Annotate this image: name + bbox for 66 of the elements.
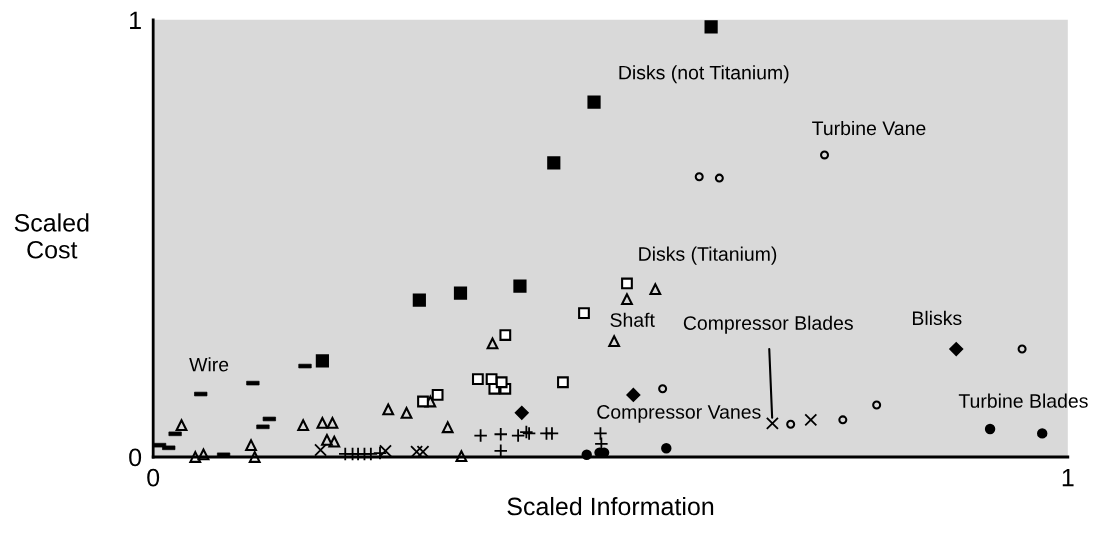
point (499, 329, 512, 341)
point (363, 446, 379, 462)
point (984, 423, 996, 435)
point (316, 416, 329, 429)
point (314, 443, 328, 457)
point (175, 419, 188, 431)
point (838, 415, 848, 425)
point (626, 387, 641, 402)
point (786, 419, 796, 429)
point (694, 172, 704, 182)
point (949, 342, 964, 356)
point (661, 443, 672, 454)
point (412, 293, 426, 307)
point (872, 400, 882, 410)
annotation: Disks (Titanium) (639, 246, 777, 265)
point (593, 426, 608, 441)
x-axis-title: Scaled Information (507, 496, 714, 516)
point (649, 283, 662, 296)
point (493, 427, 508, 442)
point (400, 406, 413, 419)
point (544, 426, 560, 441)
y-axis-title: Scaled Cost (14, 213, 89, 259)
point (765, 416, 779, 430)
point (455, 450, 468, 463)
point (1037, 428, 1048, 439)
point (1017, 344, 1027, 354)
point (328, 435, 341, 448)
point (514, 405, 529, 420)
annotation: Blisks (913, 310, 962, 326)
point (513, 279, 527, 293)
point (587, 95, 601, 109)
point (379, 444, 392, 458)
annotation: Turbine Vane (812, 120, 926, 136)
point (441, 421, 454, 434)
point (372, 445, 388, 461)
annotation: Wire (189, 357, 229, 372)
point (658, 384, 668, 394)
point (704, 20, 718, 34)
point (621, 293, 633, 306)
point (495, 376, 508, 389)
annotation: Shaft (610, 312, 655, 327)
point (714, 173, 724, 183)
point (473, 428, 488, 443)
point (197, 448, 210, 461)
point (820, 150, 830, 160)
annotation: Compressor Blades (683, 315, 853, 334)
point (608, 335, 621, 348)
point (453, 286, 468, 300)
point (578, 307, 590, 320)
point (804, 413, 818, 427)
point (431, 389, 444, 401)
point (297, 419, 310, 431)
point (248, 451, 261, 463)
point (486, 337, 499, 350)
annotation: Disks (not Titanium) (619, 65, 789, 84)
point (382, 403, 395, 416)
point (621, 277, 633, 290)
point (471, 373, 484, 386)
point (315, 354, 329, 368)
annotation: Turbine Blades (958, 393, 1088, 408)
point (245, 439, 257, 452)
point (417, 395, 429, 408)
point (557, 376, 569, 389)
point (547, 156, 561, 170)
point (326, 416, 339, 429)
annotation: Compressor Vanes (597, 405, 761, 423)
